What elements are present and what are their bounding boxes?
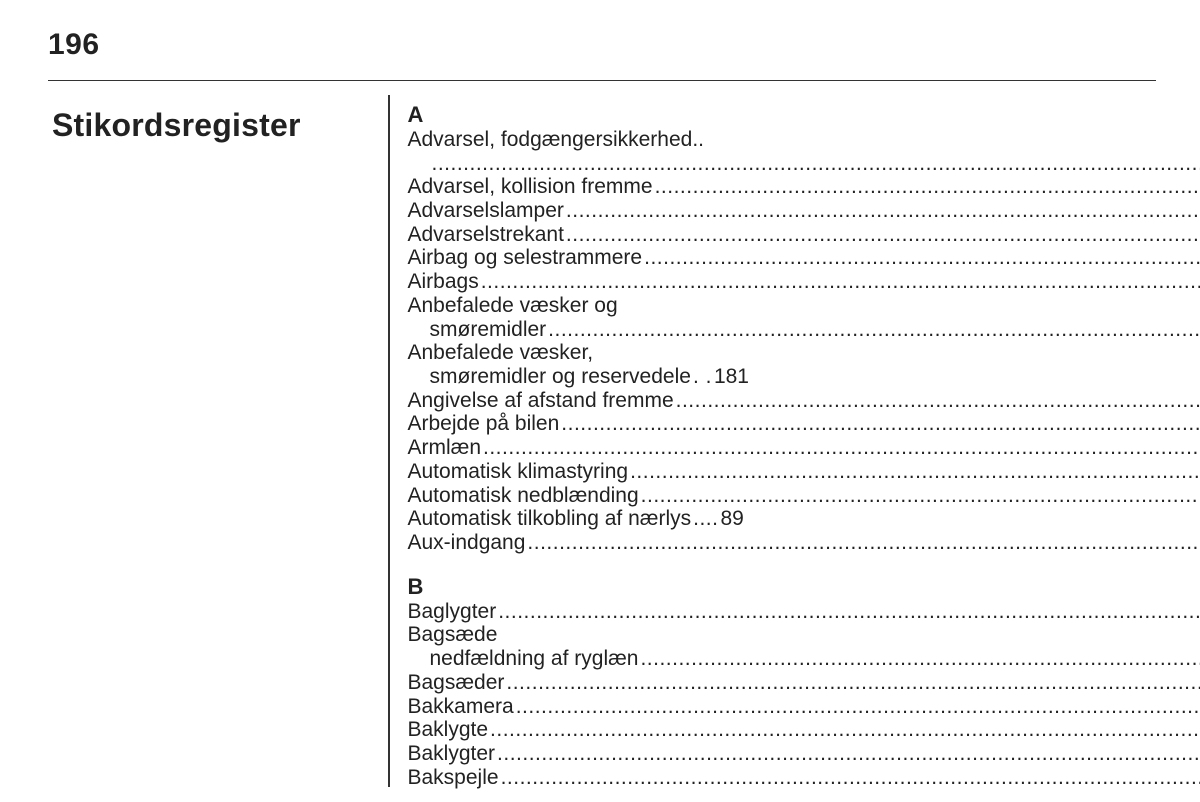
index-entry: Automatisk nedblænding..................… (408, 484, 1200, 508)
entry-label: Aux-indgang (408, 531, 526, 555)
index-entry: Airbag og selestrammere.................… (408, 246, 1200, 270)
leader-dots: ........................................… (566, 223, 1200, 247)
index-entry: smøremidler.............................… (408, 318, 1200, 342)
index-entry: Automatisk tilkobling af nærlys .... 89 (408, 507, 1200, 531)
entries: Advarsel, fodgængersikkerhed............… (408, 128, 1200, 555)
entry-label: Bagsæde (408, 623, 498, 647)
leader-dots: . . (693, 365, 712, 389)
index-entry: Anbefalede væsker og....................… (408, 294, 1200, 318)
entry-label: Bakkamera (408, 695, 514, 719)
leader-dots: ........................................… (483, 436, 1200, 460)
index-entry: Bagsæder................................… (408, 671, 1200, 695)
entry-label: Advarselstrekant (408, 223, 564, 247)
index-title: Stikordsregister (52, 107, 370, 143)
index-entry: ........................................… (408, 152, 1200, 176)
entry-label: Advarsel, fodgængersikkerhed.. (408, 128, 705, 152)
leader-dots: ........................................… (506, 671, 1200, 695)
entry-label: Baklygter (408, 742, 496, 766)
section-letter: B (408, 575, 1200, 600)
index-entry: Bakspejle...............................… (408, 766, 1200, 790)
index-entry: Baglygter...............................… (408, 600, 1200, 624)
column-title: Stikordsregister (48, 95, 388, 787)
entry-label: Bakspejle (408, 766, 499, 790)
index-entry: Armlæn..................................… (408, 436, 1200, 460)
entry-label: Advarselslamper (408, 199, 564, 223)
entry-label: Anbefalede væsker og (408, 294, 618, 318)
section-letter: A (408, 103, 1200, 128)
entry-label: Automatisk tilkobling af nærlys (408, 507, 692, 531)
leader-dots: ........................................… (655, 175, 1200, 199)
entry-label: Baglygter (408, 600, 497, 624)
index-entry: Airbags.................................… (408, 270, 1200, 294)
entry-pages: 181 (714, 365, 749, 389)
leader-dots: ........................................… (432, 152, 1200, 176)
index-entry: nedfældning af ryglæn...................… (408, 647, 1200, 671)
entry-label (408, 152, 430, 176)
entry-label: Anbefalede væsker, (408, 341, 594, 365)
index-entry: Arbejde på bilen........................… (408, 412, 1200, 436)
index-entry: smøremidler og reservedele . . 181 (408, 365, 1200, 389)
entry-label: Airbag og selestrammere (408, 246, 643, 270)
leader-dots: ........................................… (676, 389, 1200, 413)
leader-dots: ........................................… (644, 246, 1200, 270)
index-entry: Automatisk klimastyring.................… (408, 460, 1200, 484)
entries: Baglygter...............................… (408, 600, 1200, 790)
leader-dots: ........................................… (490, 718, 1200, 742)
entry-label: Airbags (408, 270, 479, 294)
columns: Stikordsregister AAdvarsel, fodgængersik… (48, 95, 1156, 787)
index-entry: Advarselstrekant........................… (408, 223, 1200, 247)
index-entry: Aux-indgang.............................… (408, 531, 1200, 555)
index-entry: Advarselslamper.........................… (408, 199, 1200, 223)
index-entry: Baklygter...............................… (408, 742, 1200, 766)
entry-label: Angivelse af afstand fremme (408, 389, 674, 413)
entry-label: Arbejde på bilen (408, 412, 560, 436)
index-entry: Baklygte................................… (408, 718, 1200, 742)
entry-label: Automatisk klimastyring (408, 460, 629, 484)
leader-dots: ........................................… (548, 318, 1200, 342)
index-entry: Advarsel, kollision fremme..............… (408, 175, 1200, 199)
leader-dots: ........................................… (630, 460, 1200, 484)
leader-dots: ........................................… (641, 484, 1200, 508)
index-entry: Anbefalede væsker,......................… (408, 341, 1200, 365)
index-entry: Angivelse af afstand fremme.............… (408, 389, 1200, 413)
index-entry: Advarsel, fodgængersikkerhed............… (408, 128, 1200, 152)
leader-dots: ........................................… (498, 600, 1200, 624)
index-entry: Bagsæde.................................… (408, 623, 1200, 647)
leader-dots: ........................................… (527, 531, 1200, 555)
entry-label: nedfældning af ryglæn (408, 647, 639, 671)
entry-pages: 89 (720, 507, 743, 531)
page: 196 Stikordsregister AAdvarsel, fodgænge… (0, 0, 1200, 802)
entry-label: Bagsæder (408, 671, 505, 695)
leader-dots: ........................................… (481, 270, 1200, 294)
entry-label: Baklygte (408, 718, 489, 742)
entry-label: Advarsel, kollision fremme (408, 175, 653, 199)
leader-dots: ........................................… (640, 647, 1200, 671)
leader-dots: .... (693, 507, 718, 531)
leader-dots: ........................................… (561, 412, 1200, 436)
horizontal-rule (48, 80, 1156, 81)
column-2: AAdvarsel, fodgængersikkerhed...........… (390, 95, 1200, 787)
entry-label: smøremidler og reservedele (408, 365, 691, 389)
entry-label: smøremidler (408, 318, 547, 342)
page-number: 196 (48, 28, 1156, 62)
leader-dots: ........................................… (497, 742, 1200, 766)
index-entry: Bakkamera...............................… (408, 695, 1200, 719)
leader-dots: ........................................… (501, 766, 1200, 790)
entry-label: Automatisk nedblænding (408, 484, 639, 508)
leader-dots: ........................................… (566, 199, 1200, 223)
entry-label: Armlæn (408, 436, 482, 460)
leader-dots: ........................................… (516, 695, 1200, 719)
